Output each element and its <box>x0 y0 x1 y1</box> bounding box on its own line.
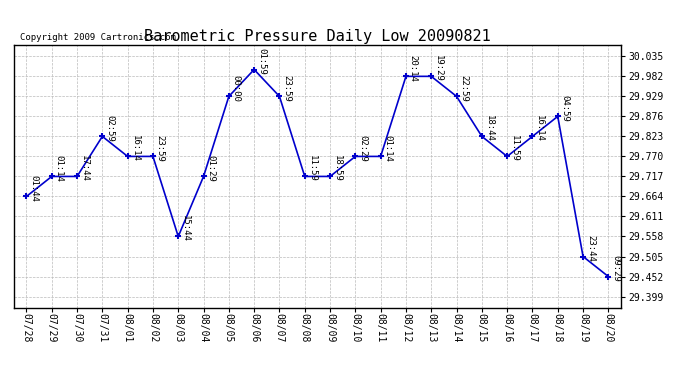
Text: 01:29: 01:29 <box>206 154 215 182</box>
Text: Copyright 2009 Cartronics.com: Copyright 2009 Cartronics.com <box>20 33 176 42</box>
Text: 22:59: 22:59 <box>460 75 469 102</box>
Text: 02:59: 02:59 <box>105 115 114 141</box>
Text: 00:00: 00:00 <box>232 75 241 102</box>
Text: 19:29: 19:29 <box>434 55 443 81</box>
Text: 23:44: 23:44 <box>586 235 595 262</box>
Text: 04:59: 04:59 <box>560 94 569 122</box>
Text: 16:14: 16:14 <box>130 135 139 162</box>
Text: 01:59: 01:59 <box>257 48 266 75</box>
Text: 20:14: 20:14 <box>408 55 417 81</box>
Title: Barometric Pressure Daily Low 20090821: Barometric Pressure Daily Low 20090821 <box>144 29 491 44</box>
Text: 11:59: 11:59 <box>308 154 317 182</box>
Text: 01:44: 01:44 <box>29 175 38 201</box>
Text: 17:44: 17:44 <box>80 154 89 182</box>
Text: 23:59: 23:59 <box>156 135 165 162</box>
Text: 09:29: 09:29 <box>611 255 620 282</box>
Text: 16:14: 16:14 <box>535 115 544 141</box>
Text: 01:14: 01:14 <box>384 135 393 162</box>
Text: 18:44: 18:44 <box>484 115 493 141</box>
Text: 11:59: 11:59 <box>510 135 519 162</box>
Text: 23:59: 23:59 <box>282 75 291 102</box>
Text: 02:29: 02:29 <box>358 135 367 162</box>
Text: 01:14: 01:14 <box>55 154 63 182</box>
Text: 15:44: 15:44 <box>181 215 190 242</box>
Text: 18:59: 18:59 <box>333 154 342 182</box>
